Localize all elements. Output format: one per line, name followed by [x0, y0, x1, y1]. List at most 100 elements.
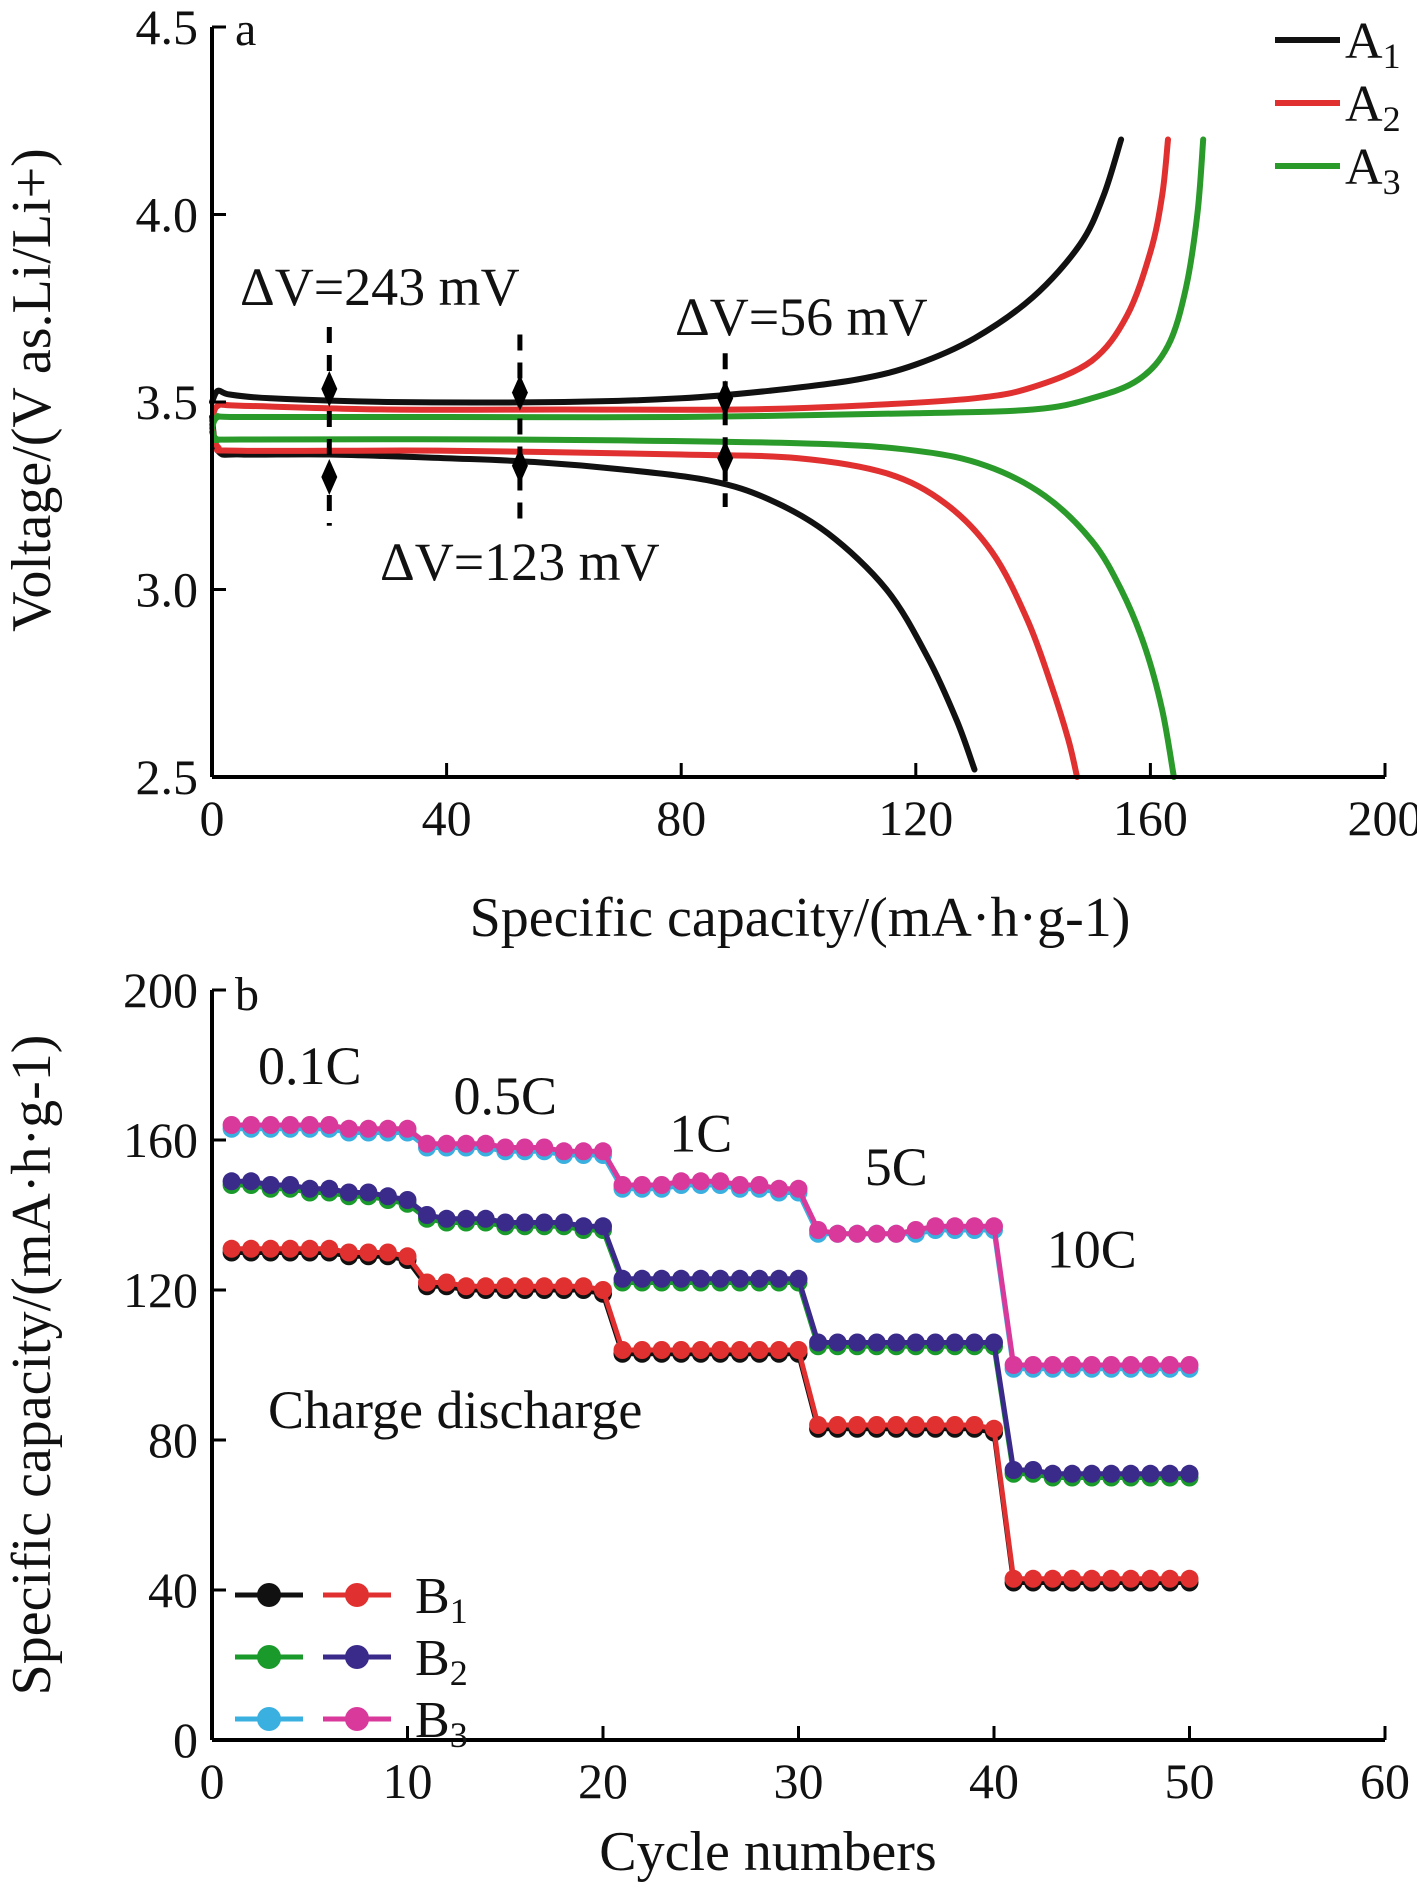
data-point-b2-discharge [320, 1179, 339, 1198]
panel-b-y-axis-label: Specific capacity/(mA·h·g-1) [1, 1035, 63, 1696]
data-point-b1-discharge [242, 1239, 261, 1258]
panel-b-y-tick-label: 200 [123, 962, 198, 1018]
data-point-b1-discharge [867, 1416, 886, 1434]
panel-b-y-tick-label: 160 [123, 1112, 198, 1168]
data-point-b2-discharge [985, 1333, 1003, 1352]
data-point-b2-discharge [730, 1269, 749, 1288]
data-point-b3-discharge [1043, 1356, 1062, 1374]
data-point-b2-discharge [437, 1209, 456, 1228]
annotation-dv-56: ΔV=56 mV [675, 287, 928, 347]
data-point-b1-discharge [515, 1277, 534, 1296]
data-point-b3-discharge [359, 1119, 378, 1138]
panel-b-x-tick-label: 20 [578, 1753, 628, 1809]
data-point-b3-discharge [672, 1172, 691, 1191]
panel-b: 0 10 20 30 40 50 60 0 40 80 120 160 200 b Cycle num… [1, 962, 1410, 1883]
data-point-b3-discharge [867, 1224, 886, 1243]
rate-label: 1C [669, 1103, 732, 1163]
data-point-b1-discharge [457, 1277, 476, 1296]
data-point-b2-discharge [1121, 1464, 1140, 1483]
data-point-b2-discharge [691, 1269, 710, 1288]
data-point-b3-discharge [945, 1217, 964, 1236]
data-point-b2-discharge [261, 1176, 280, 1194]
panel-a-x-tick-label: 80 [656, 790, 706, 846]
data-point-b1-discharge [770, 1341, 788, 1359]
data-point-b2-discharge [613, 1269, 632, 1288]
panel-a-y-tick-label: 3.5 [136, 374, 199, 430]
data-point-b3-discharge [1141, 1356, 1160, 1374]
panel-b-x-tick-label: 40 [969, 1753, 1019, 1809]
data-point-b3-discharge [496, 1138, 515, 1157]
data-point-b1-discharge [300, 1239, 319, 1258]
data-point-b2-discharge [965, 1333, 984, 1352]
data-point-b1-discharge [535, 1277, 554, 1296]
legend-swatch-marker [345, 1583, 369, 1607]
data-point-b2-discharge [359, 1183, 378, 1202]
rate-label: 5C [865, 1137, 928, 1197]
legend-label-a2: A2 [1345, 76, 1401, 139]
panel-a-x-axis-label: Specific capacity/(mA·h·g-1) [470, 887, 1131, 949]
data-point-b3-discharge [828, 1224, 847, 1243]
data-point-b2-discharge [378, 1187, 397, 1206]
data-point-b3-discharge [848, 1224, 867, 1243]
panel-b-y-tick-label: 120 [123, 1262, 198, 1318]
delta-v-arrowhead [511, 374, 528, 411]
data-point-b2-discharge [300, 1179, 319, 1198]
data-point-b1-discharge [418, 1273, 436, 1292]
panel-b-x-tick-label: 0 [200, 1753, 225, 1809]
data-point-b3-discharge [789, 1179, 808, 1198]
data-point-b1-discharge [633, 1341, 652, 1359]
data-point-b2-discharge [554, 1213, 573, 1232]
panel-b-x-tick-label: 50 [1165, 1753, 1215, 1809]
delta-v-arrowhead [717, 380, 734, 417]
data-point-b1-discharge [672, 1341, 691, 1359]
data-point-b2-discharge [633, 1269, 652, 1288]
data-point-b2-discharge [1160, 1464, 1179, 1483]
legend-label-b2: B2 [415, 1630, 468, 1693]
data-point-b1-discharge [1024, 1569, 1043, 1588]
data-point-b3-discharge [691, 1172, 710, 1191]
data-point-b1-discharge [398, 1247, 417, 1266]
series-a2-discharge-curve [209, 421, 1081, 780]
data-point-b1-discharge [1063, 1569, 1082, 1588]
data-point-b1-discharge [1043, 1569, 1062, 1588]
series-a3-discharge-curve [209, 429, 1177, 780]
data-point-b2-discharge [1024, 1461, 1043, 1479]
data-point-b3-discharge [437, 1134, 456, 1153]
data-point-b2-discharge [281, 1176, 300, 1194]
data-point-b3-discharge [457, 1134, 476, 1153]
data-point-b1-discharge [574, 1277, 593, 1296]
data-point-b1-discharge [261, 1239, 280, 1258]
data-point-b2-discharge [398, 1191, 417, 1209]
data-point-b2-discharge [574, 1217, 593, 1236]
data-point-b3-discharge [809, 1221, 828, 1239]
data-point-b2-discharge [1082, 1464, 1101, 1483]
data-point-b2-discharge [476, 1209, 495, 1228]
data-point-b3-discharge [300, 1116, 319, 1134]
data-point-b1-discharge [339, 1243, 358, 1262]
panel-a-y-tick-label: 4.5 [136, 0, 199, 55]
delta-v-arrowhead [321, 370, 338, 407]
panel-b-y-tick-label: 40 [148, 1562, 198, 1618]
data-point-b3-discharge [1004, 1356, 1023, 1374]
panel-a-label: a [235, 3, 256, 56]
data-point-b1-discharge [554, 1277, 573, 1296]
panel-a-y-tick-label: 3.0 [136, 562, 199, 618]
data-point-b2-discharge [711, 1269, 730, 1288]
data-point-b3-discharge [261, 1116, 280, 1134]
data-point-b3-discharge [594, 1142, 612, 1161]
annotation-dv-243: ΔV=243 mV [240, 257, 520, 317]
data-point-b3-discharge [554, 1142, 573, 1161]
data-point-b1-discharge [711, 1341, 730, 1359]
panel-b-x-axis-label: Cycle numbers [599, 1821, 936, 1883]
data-point-b3-discharge [515, 1138, 534, 1157]
data-point-b3-discharge [613, 1176, 632, 1194]
panel-b-y-tick-label: 80 [148, 1412, 198, 1468]
panel-b-x-tick-label: 10 [383, 1753, 433, 1809]
data-point-b1-discharge [359, 1243, 378, 1262]
legend-label-b1: B1 [415, 1568, 468, 1631]
rate-label: 0.1C [258, 1036, 362, 1096]
data-point-b2-discharge [1141, 1464, 1160, 1483]
data-point-b2-discharge [750, 1269, 769, 1288]
data-point-b2-discharge [770, 1269, 788, 1288]
